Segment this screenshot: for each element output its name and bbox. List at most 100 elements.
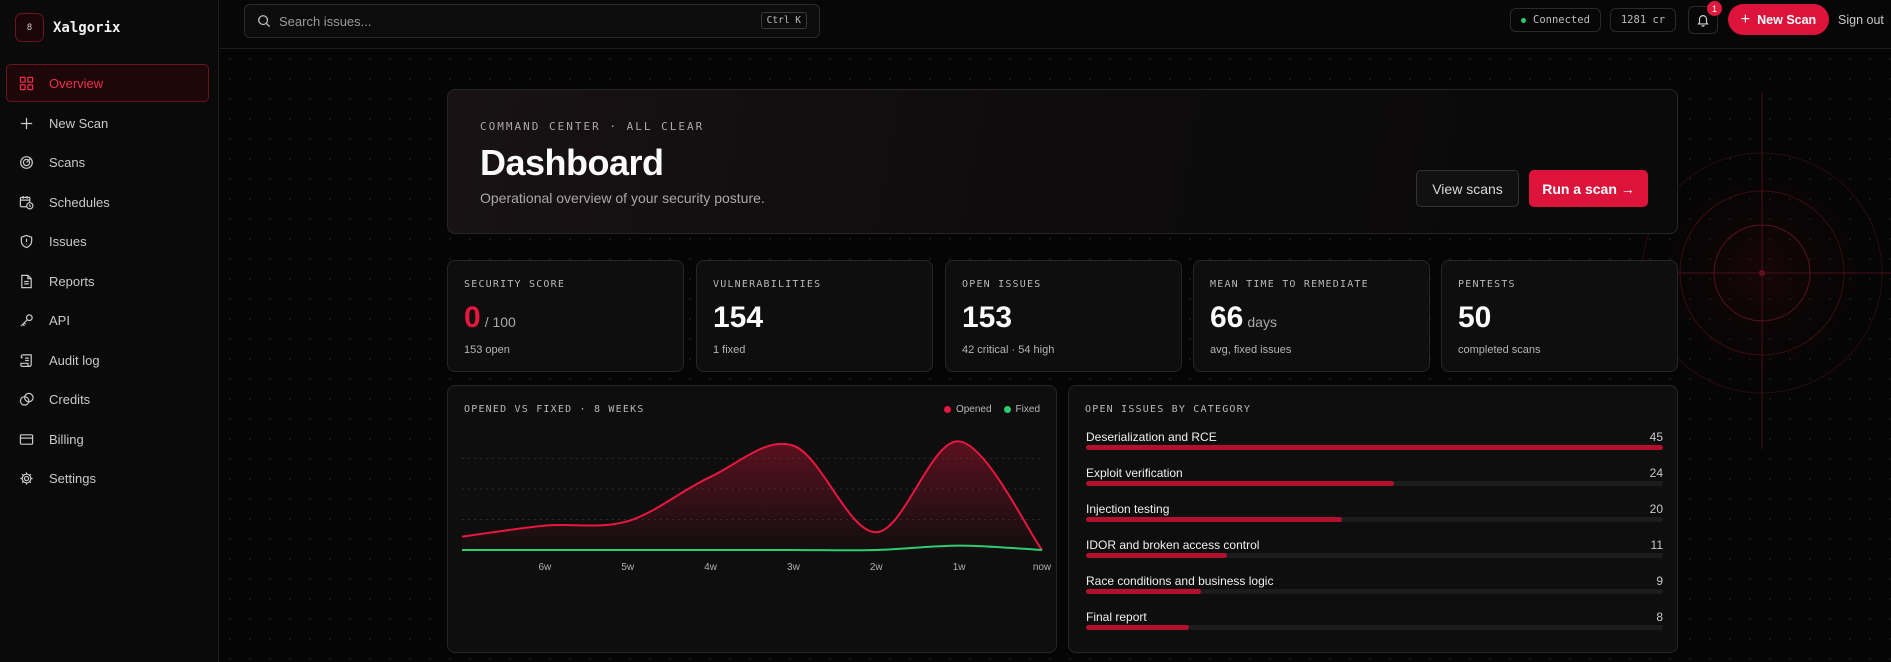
- category-row[interactable]: Final report 8: [1086, 610, 1663, 646]
- legend-dot-icon: [1003, 406, 1011, 413]
- category-row[interactable]: IDOR and broken access control 11: [1086, 538, 1663, 574]
- scroll-icon: [18, 352, 35, 369]
- radar-icon: [18, 154, 35, 171]
- sidebar-item-label: Credits: [49, 392, 91, 408]
- stat-subtext: 1 fixed: [713, 344, 746, 356]
- category-count: 45: [1649, 430, 1663, 444]
- series-line-opened: [461, 440, 1043, 551]
- stat-label: SECURITY SCORE: [464, 279, 566, 290]
- new-scan-button[interactable]: + New Scan: [1728, 4, 1829, 35]
- search-input[interactable]: Search issues... Ctrl K: [244, 4, 820, 38]
- category-bar-fill: [1086, 625, 1189, 630]
- category-row[interactable]: Injection testing 20: [1086, 502, 1663, 538]
- stat-label: OPEN ISSUES: [962, 279, 1042, 290]
- calendar-clock-icon: [18, 194, 35, 211]
- stat-card-open-issues: OPEN ISSUES 153 42 critical · 54 high: [945, 260, 1182, 372]
- stat-value: 154: [713, 301, 763, 335]
- stat-value: 50: [1458, 301, 1491, 335]
- stat-card-mttr: MEAN TIME TO REMEDIATE 66 days avg, fixed…: [1193, 260, 1430, 372]
- status-dot-icon: [1521, 17, 1526, 23]
- category-name: IDOR and broken access control: [1086, 538, 1260, 552]
- sidebar: 8 Xalgorix Overview New Scan Scans Sched…: [0, 0, 219, 662]
- category-count: 24: [1649, 466, 1663, 480]
- radar-decoration-icon: [1620, 93, 1891, 449]
- x-tick-label: now: [1033, 562, 1052, 573]
- stat-subtext: 153 open: [464, 344, 510, 356]
- stat-subtext: 42 critical · 54 high: [962, 344, 1055, 356]
- category-bar-fill: [1086, 553, 1228, 558]
- series-area-opened: [462, 441, 1042, 550]
- category-name: Final report: [1086, 610, 1147, 624]
- sidebar-nav: Overview New Scan Scans Schedules Issues…: [6, 64, 209, 499]
- category-name: Exploit verification: [1086, 466, 1183, 480]
- brand-logo: 8: [15, 13, 44, 42]
- category-row[interactable]: Race conditions and business logic 9: [1086, 574, 1663, 610]
- sidebar-item-audit-log[interactable]: Audit log: [6, 341, 209, 381]
- category-count: 9: [1656, 574, 1663, 588]
- sidebar-item-label: API: [49, 313, 70, 329]
- category-row[interactable]: Deserialization and RCE 45: [1086, 430, 1663, 466]
- new-scan-label: New Scan: [1757, 12, 1817, 27]
- notifications-button[interactable]: 1: [1688, 1, 1722, 34]
- category-bar-track: [1086, 517, 1663, 522]
- stat-subtext: avg, fixed issues: [1210, 344, 1292, 356]
- category-bar-fill: [1086, 517, 1343, 522]
- panel-title: OPEN ISSUES BY CATEGORY: [1085, 404, 1252, 415]
- category-bar-track: [1086, 589, 1663, 594]
- plus-icon: +: [1740, 10, 1751, 28]
- view-scans-button[interactable]: View scans: [1416, 170, 1519, 207]
- sidebar-item-credits[interactable]: Credits: [6, 380, 209, 420]
- sidebar-item-billing[interactable]: Billing: [6, 420, 209, 460]
- category-bar-fill: [1086, 589, 1202, 594]
- stat-label: MEAN TIME TO REMEDIATE: [1210, 279, 1369, 290]
- category-count: 11: [1650, 538, 1663, 552]
- sign-out-link[interactable]: Sign out: [1838, 13, 1884, 27]
- sidebar-item-label: Settings: [49, 471, 96, 487]
- category-bar-track: [1086, 481, 1663, 486]
- grid-icon: [18, 75, 35, 92]
- gear-icon: [18, 470, 35, 487]
- document-icon: [18, 273, 35, 290]
- key-icon: [18, 312, 35, 329]
- x-tick-label: 6w: [538, 562, 552, 573]
- connection-status: Connected: [1510, 8, 1601, 32]
- notification-count-badge: 1: [1707, 1, 1722, 16]
- category-bar-track: [1086, 625, 1663, 630]
- category-count: 20: [1649, 502, 1663, 516]
- opened-vs-fixed-panel: OPENED VS FIXED · 8 WEEKS Opened Fixed 6…: [447, 385, 1057, 653]
- legend-item-fixed: Fixed: [1003, 404, 1040, 415]
- stat-subtext: completed scans: [1458, 344, 1541, 356]
- bell-icon: [1697, 15, 1709, 27]
- sidebar-item-label: Reports: [49, 273, 95, 289]
- sidebar-item-issues[interactable]: Issues: [6, 222, 209, 262]
- stat-card-security-score: SECURITY SCORE 0/ 100 153 open: [447, 260, 684, 372]
- sidebar-item-new-scan[interactable]: New Scan: [6, 104, 209, 144]
- stat-value: 153: [962, 301, 1012, 335]
- stat-value: 0/ 100: [464, 301, 516, 335]
- keyboard-shortcut: Ctrl K: [760, 12, 807, 29]
- chart-legend: Opened Fixed: [932, 404, 1040, 415]
- brand[interactable]: 8 Xalgorix: [15, 13, 120, 42]
- category-name: Race conditions and business logic: [1086, 574, 1274, 588]
- stat-label: VULNERABILITIES: [713, 279, 822, 290]
- sidebar-item-schedules[interactable]: Schedules: [6, 183, 209, 223]
- x-tick-label: 2w: [870, 562, 884, 573]
- category-count: 8: [1656, 610, 1663, 624]
- category-name: Injection testing: [1086, 502, 1170, 516]
- stat-unit: / 100: [484, 314, 516, 330]
- sidebar-item-label: Scans: [49, 155, 86, 171]
- credits-badge[interactable]: 1281 cr: [1610, 8, 1676, 32]
- sidebar-item-reports[interactable]: Reports: [6, 262, 209, 302]
- category-name: Deserialization and RCE: [1086, 430, 1217, 444]
- sidebar-item-label: Issues: [49, 234, 87, 250]
- sidebar-item-scans[interactable]: Scans: [6, 143, 209, 183]
- sidebar-item-api[interactable]: API: [6, 301, 209, 341]
- category-row[interactable]: Exploit verification 24: [1086, 466, 1663, 502]
- shield-icon: [18, 233, 35, 250]
- sidebar-item-settings[interactable]: Settings: [6, 459, 209, 499]
- sidebar-item-overview[interactable]: Overview: [6, 64, 209, 102]
- panel-title: OPENED VS FIXED · 8 WEEKS: [464, 404, 645, 415]
- run-scan-button[interactable]: Run a scan →: [1529, 170, 1648, 207]
- card-icon: [18, 431, 35, 448]
- stat-number: 50: [1458, 301, 1492, 334]
